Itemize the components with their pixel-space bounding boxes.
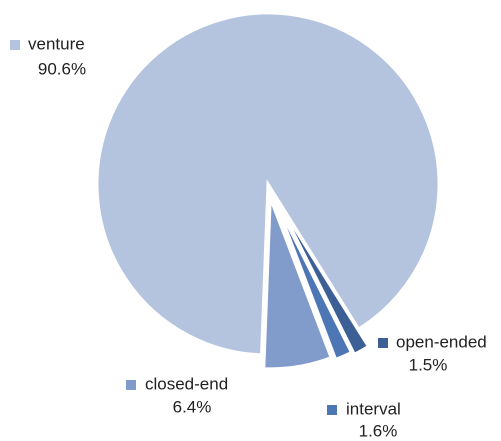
legend-swatch (10, 40, 20, 50)
slice-label: closed-end (145, 374, 228, 393)
legend-swatch (378, 338, 388, 348)
legend-swatch (327, 405, 337, 415)
value-label: 90.6% (38, 59, 86, 78)
slice-label: interval (346, 399, 401, 418)
value-label: 1.6% (359, 421, 398, 440)
pie-slice (95, 11, 441, 357)
value-label: 1.5% (409, 355, 448, 374)
slice-label: venture (28, 34, 85, 53)
pie-slice (273, 198, 354, 362)
slice-label: open-ended (396, 332, 487, 351)
legend-swatch (126, 380, 136, 390)
value-label: 6.4% (173, 397, 212, 416)
pie-slice (262, 197, 334, 371)
pie-slice (276, 200, 371, 357)
